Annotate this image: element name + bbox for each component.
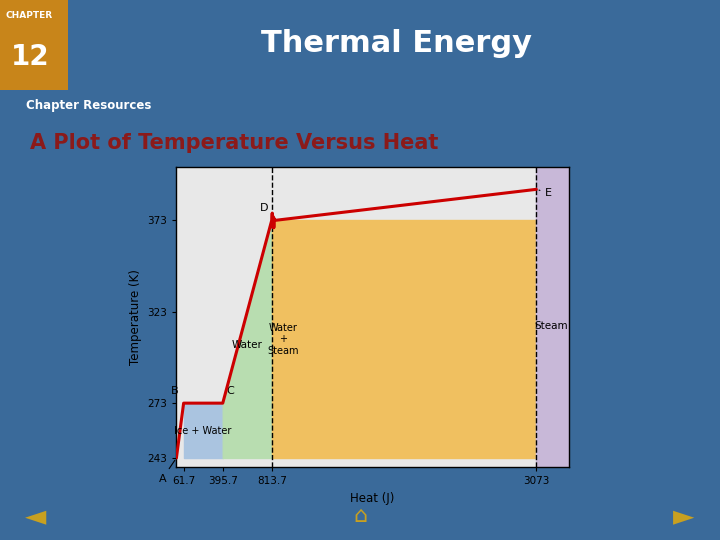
X-axis label: Heat (J): Heat (J) — [351, 492, 395, 505]
Text: C: C — [226, 386, 234, 396]
Text: B: B — [171, 386, 178, 396]
Text: Chapter Resources: Chapter Resources — [26, 99, 151, 112]
Text: Thermal Energy: Thermal Energy — [261, 29, 531, 58]
Text: Ice + Water: Ice + Water — [174, 426, 232, 436]
Text: CHAPTER: CHAPTER — [6, 11, 53, 20]
Text: Steam: Steam — [534, 321, 568, 332]
Text: ⌂: ⌂ — [353, 506, 367, 526]
Text: Water
+
Steam: Water + Steam — [268, 322, 299, 356]
Text: 12: 12 — [11, 43, 50, 71]
Text: A Plot of Temperature Versus Heat: A Plot of Temperature Versus Heat — [30, 133, 438, 153]
Text: Water: Water — [232, 340, 263, 350]
Text: A: A — [158, 460, 175, 484]
Text: D: D — [260, 203, 268, 213]
Text: ◄: ◄ — [25, 502, 47, 530]
Y-axis label: Temperature (K): Temperature (K) — [129, 269, 142, 365]
Text: ►: ► — [673, 502, 695, 530]
FancyBboxPatch shape — [0, 0, 68, 90]
Text: E: E — [539, 188, 552, 198]
